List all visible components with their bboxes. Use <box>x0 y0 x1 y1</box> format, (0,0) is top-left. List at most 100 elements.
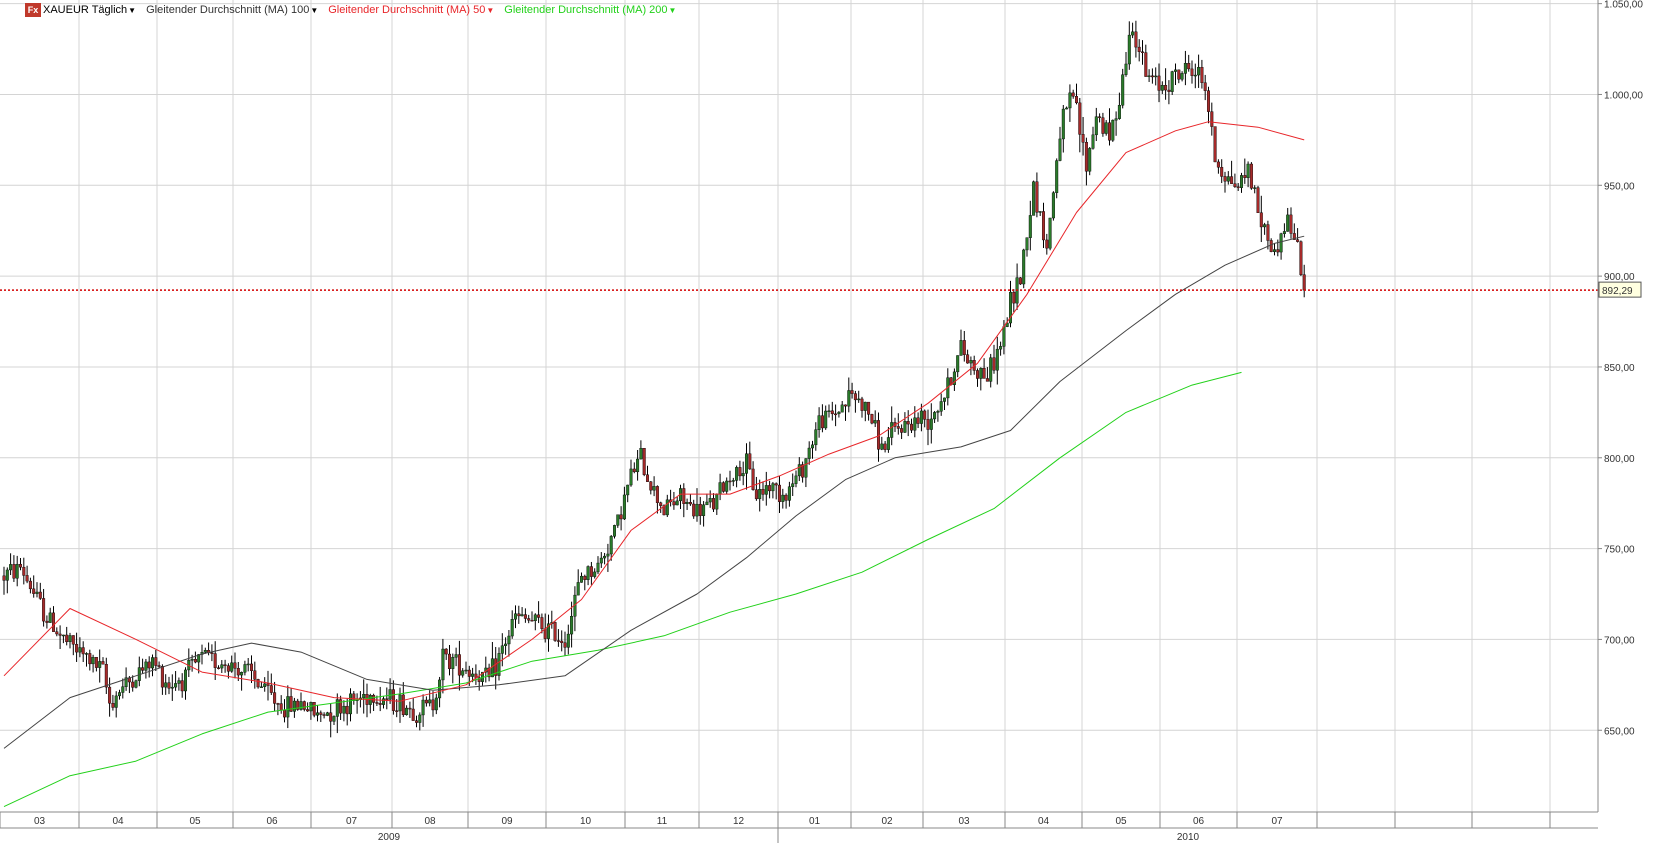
candle-up <box>886 437 890 450</box>
month-label: 05 <box>1115 816 1127 827</box>
candle-down <box>1220 167 1224 177</box>
ma50-selector[interactable]: Gleitender Durchschnitt (MA) 50 ▼ <box>328 4 494 16</box>
candle-down <box>1296 239 1300 242</box>
candle-down <box>583 575 587 580</box>
ma50-line <box>3 121 1305 702</box>
candle-down <box>306 709 310 712</box>
year-label: 2010 <box>1177 832 1200 843</box>
y-tick-label: 650,00 <box>1604 726 1635 737</box>
candle-down <box>339 699 343 714</box>
candle-up <box>745 453 749 474</box>
candle-down <box>867 401 871 415</box>
candle-down <box>431 699 435 711</box>
candle-up <box>382 698 386 705</box>
candle-up <box>220 664 224 669</box>
candle-down <box>537 614 541 618</box>
candle-up <box>939 401 943 412</box>
candle-down <box>906 421 910 425</box>
candle-down <box>649 481 653 491</box>
candle-down <box>213 653 217 668</box>
candle-down <box>883 443 887 450</box>
candle-down <box>774 483 778 486</box>
candle-up <box>979 368 983 379</box>
candle-up <box>629 468 633 486</box>
symbol-selector[interactable]: Fx XAUEUR Täglich ▼ <box>25 3 136 17</box>
month-label: 11 <box>657 816 668 827</box>
candle-down <box>147 661 151 669</box>
candle-down <box>108 686 112 704</box>
candle-up <box>520 614 524 617</box>
candle-up <box>708 498 712 503</box>
candle-up <box>1038 211 1042 213</box>
candle-down <box>642 448 646 475</box>
candle-down <box>1041 211 1045 241</box>
candle-up <box>1048 217 1052 249</box>
candle-up <box>91 657 95 665</box>
candle-down <box>1243 175 1247 178</box>
candle-down <box>844 404 848 407</box>
y-tick-label: 750,00 <box>1604 545 1635 556</box>
ma200-selector[interactable]: Gleitender Durchschnitt (MA) 200 ▼ <box>504 4 676 16</box>
candle-down <box>375 702 379 704</box>
candle-down <box>1276 249 1280 253</box>
candle-up <box>98 661 102 668</box>
candle-up <box>599 557 603 564</box>
candle-up <box>332 716 336 722</box>
candle-up <box>335 699 339 717</box>
candle-down <box>553 622 557 641</box>
y-tick-label: 1.000,00 <box>1604 90 1643 101</box>
candle-down <box>279 703 283 711</box>
candle-up <box>507 635 511 645</box>
candle-up <box>144 661 148 671</box>
ma100-selector[interactable]: Gleitender Durchschnitt (MA) 100 ▼ <box>146 4 318 16</box>
month-label: 03 <box>34 816 46 827</box>
candle-up <box>1009 291 1013 324</box>
candle-down <box>283 710 287 718</box>
candle-down <box>32 588 36 594</box>
symbol-label: XAUEUR Täglich <box>43 4 128 16</box>
candle-down <box>395 710 399 712</box>
candle-down <box>966 354 970 364</box>
candle-down <box>850 390 854 394</box>
candle-up <box>622 494 626 520</box>
candle-down <box>698 503 702 516</box>
candle-up <box>576 582 580 596</box>
candle-up <box>398 694 402 712</box>
candle-down <box>619 514 623 520</box>
candle-down <box>801 464 805 478</box>
candle-down <box>22 566 26 576</box>
candle-down <box>329 712 333 722</box>
candle-down <box>992 357 996 371</box>
candle-up <box>405 707 409 716</box>
candle-down <box>391 689 395 711</box>
candle-up <box>418 714 422 723</box>
candle-up <box>150 657 154 669</box>
candle-up <box>989 357 993 382</box>
candle-up <box>190 659 194 661</box>
candle-up <box>246 663 250 666</box>
candle-up <box>919 410 923 424</box>
candle-up <box>811 444 815 449</box>
candle-up <box>349 693 353 715</box>
candle-down <box>193 659 197 663</box>
candle-down <box>1216 161 1220 168</box>
candle-up <box>580 575 584 583</box>
candle-down <box>1167 89 1171 92</box>
candle-up <box>1124 63 1128 75</box>
candle-down <box>1098 116 1102 118</box>
candle-down <box>560 640 564 643</box>
candle-down <box>1144 52 1148 77</box>
candle-up <box>533 614 537 622</box>
candle-up <box>1032 181 1036 216</box>
month-label: 04 <box>112 816 124 827</box>
candle-down <box>160 666 164 688</box>
candle-down <box>820 415 824 429</box>
candle-down <box>401 694 405 716</box>
y-tick-label: 800,00 <box>1604 454 1635 465</box>
candle-down <box>1266 224 1270 241</box>
candle-down <box>1101 117 1105 134</box>
candle-down <box>216 667 220 669</box>
candle-down <box>688 502 692 505</box>
candle-down <box>1236 186 1240 188</box>
